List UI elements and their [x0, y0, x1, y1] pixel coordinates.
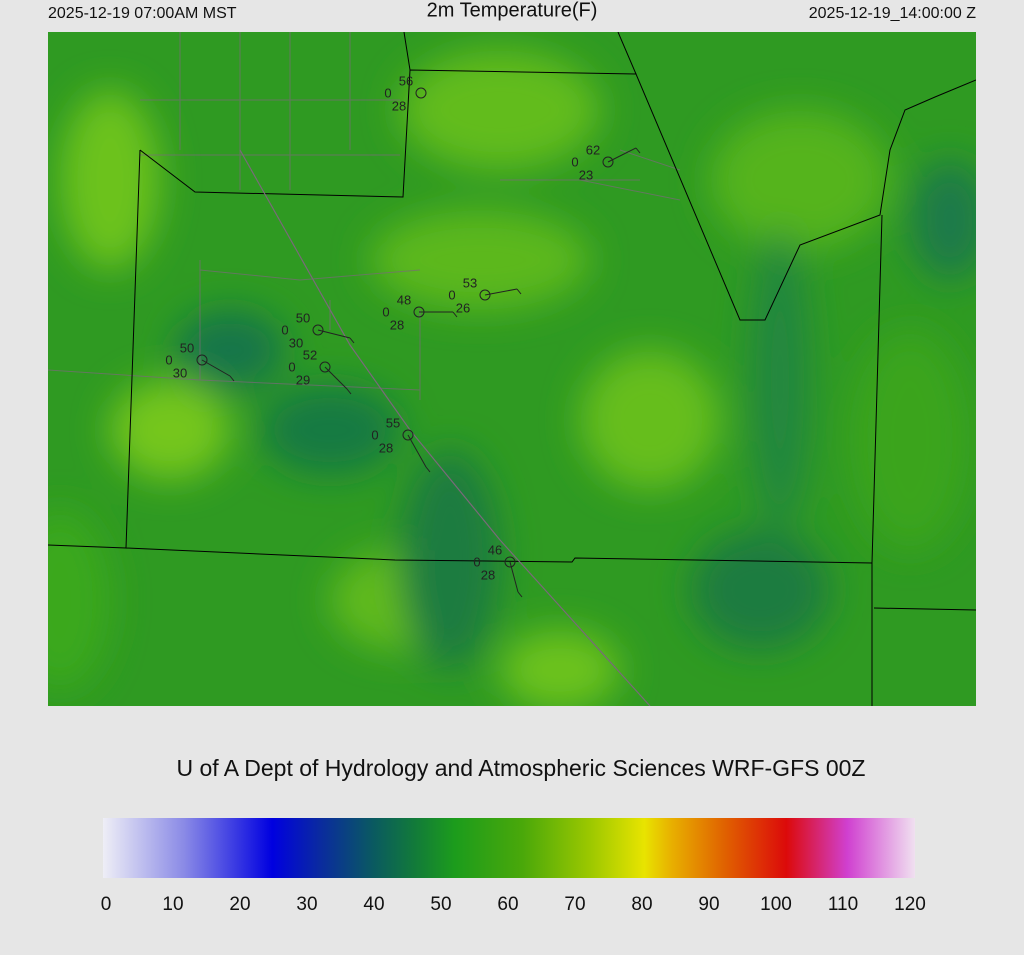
station-temperature: 53	[463, 275, 477, 290]
station-temperature: 56	[399, 73, 413, 88]
station-cloud: 0	[165, 352, 172, 367]
station-cloud: 0	[371, 427, 378, 442]
colorbar	[103, 818, 915, 878]
wind-barb-flag	[635, 147, 641, 154]
wind-barb	[317, 329, 351, 339]
station-marker	[402, 429, 414, 441]
station-marker	[312, 324, 324, 336]
wind-barb	[484, 288, 518, 296]
station-dewpoint: 30	[173, 365, 187, 380]
wind-barb-flag	[349, 337, 355, 344]
wind-barb-flag	[517, 591, 523, 598]
wind-barb-flag	[452, 311, 458, 318]
colorbar-tick-label: 110	[828, 894, 858, 915]
station-dewpoint: 28	[379, 440, 393, 455]
station-cloud: 0	[571, 154, 578, 169]
wind-barb-flag	[229, 375, 235, 382]
colorbar-tick-label: 80	[631, 894, 652, 915]
colorbar-tick-label: 50	[430, 894, 451, 915]
station-temperature: 50	[180, 340, 194, 355]
colorbar-tick-label: 120	[894, 894, 926, 915]
station-marker	[602, 156, 614, 168]
colorbar-tick-label: 60	[497, 894, 518, 915]
station-temperature: 55	[386, 415, 400, 430]
station-marker	[415, 87, 427, 99]
wind-barb-flag	[346, 388, 352, 395]
station-cloud: 0	[384, 85, 391, 100]
station-temperature: 46	[488, 542, 502, 557]
station-marker	[319, 361, 331, 373]
colorbar-tick-label: 0	[101, 894, 112, 915]
wind-barb-flag	[425, 466, 431, 473]
station-marker	[196, 354, 208, 366]
station-cloud: 0	[281, 322, 288, 337]
station-dewpoint: 26	[456, 300, 470, 315]
station-dewpoint: 28	[390, 317, 404, 332]
wind-barb	[324, 366, 348, 390]
station-dewpoint: 28	[392, 98, 406, 113]
header-left: 2025-12-19 07:00AM MST	[48, 5, 237, 22]
wind-barb	[201, 359, 231, 377]
credit: U of A Dept of Hydrology and Atmospheric…	[176, 755, 865, 781]
station-dewpoint: 23	[579, 167, 593, 182]
colorbar-tick-label: 10	[162, 894, 183, 915]
wind-barb	[509, 561, 519, 593]
station-cloud: 0	[382, 304, 389, 319]
station-dewpoint: 28	[481, 567, 495, 582]
wind-barb-flag	[516, 288, 522, 295]
station-temperature: 52	[303, 347, 317, 362]
station-temperature: 62	[586, 142, 600, 157]
colorbar-tick-label: 30	[296, 894, 317, 915]
colorbar-tick-label: 90	[698, 894, 719, 915]
wind-barb	[607, 147, 637, 163]
header-right: 2025-12-19_14:00:00 Z	[809, 5, 976, 22]
colorbar-tick-label: 20	[229, 894, 250, 915]
station-dewpoint: 29	[296, 372, 310, 387]
station-cloud: 0	[473, 554, 480, 569]
station-temperature: 48	[397, 292, 411, 307]
station-cloud: 0	[448, 287, 455, 302]
colorbar-tick-label: 40	[363, 894, 384, 915]
wind-barb	[407, 434, 427, 468]
station-marker	[504, 556, 516, 568]
colorbar-tick-label: 100	[760, 894, 792, 915]
station-cloud: 0	[288, 359, 295, 374]
map-title: 2m Temperature(F)	[427, 0, 598, 21]
map: 5602862023530264802850030500305202955028…	[48, 32, 976, 706]
station-dewpoint: 30	[289, 335, 303, 350]
colorbar-tick-label: 70	[564, 894, 585, 915]
station-marker	[479, 289, 491, 301]
station-temperature: 50	[296, 310, 310, 325]
